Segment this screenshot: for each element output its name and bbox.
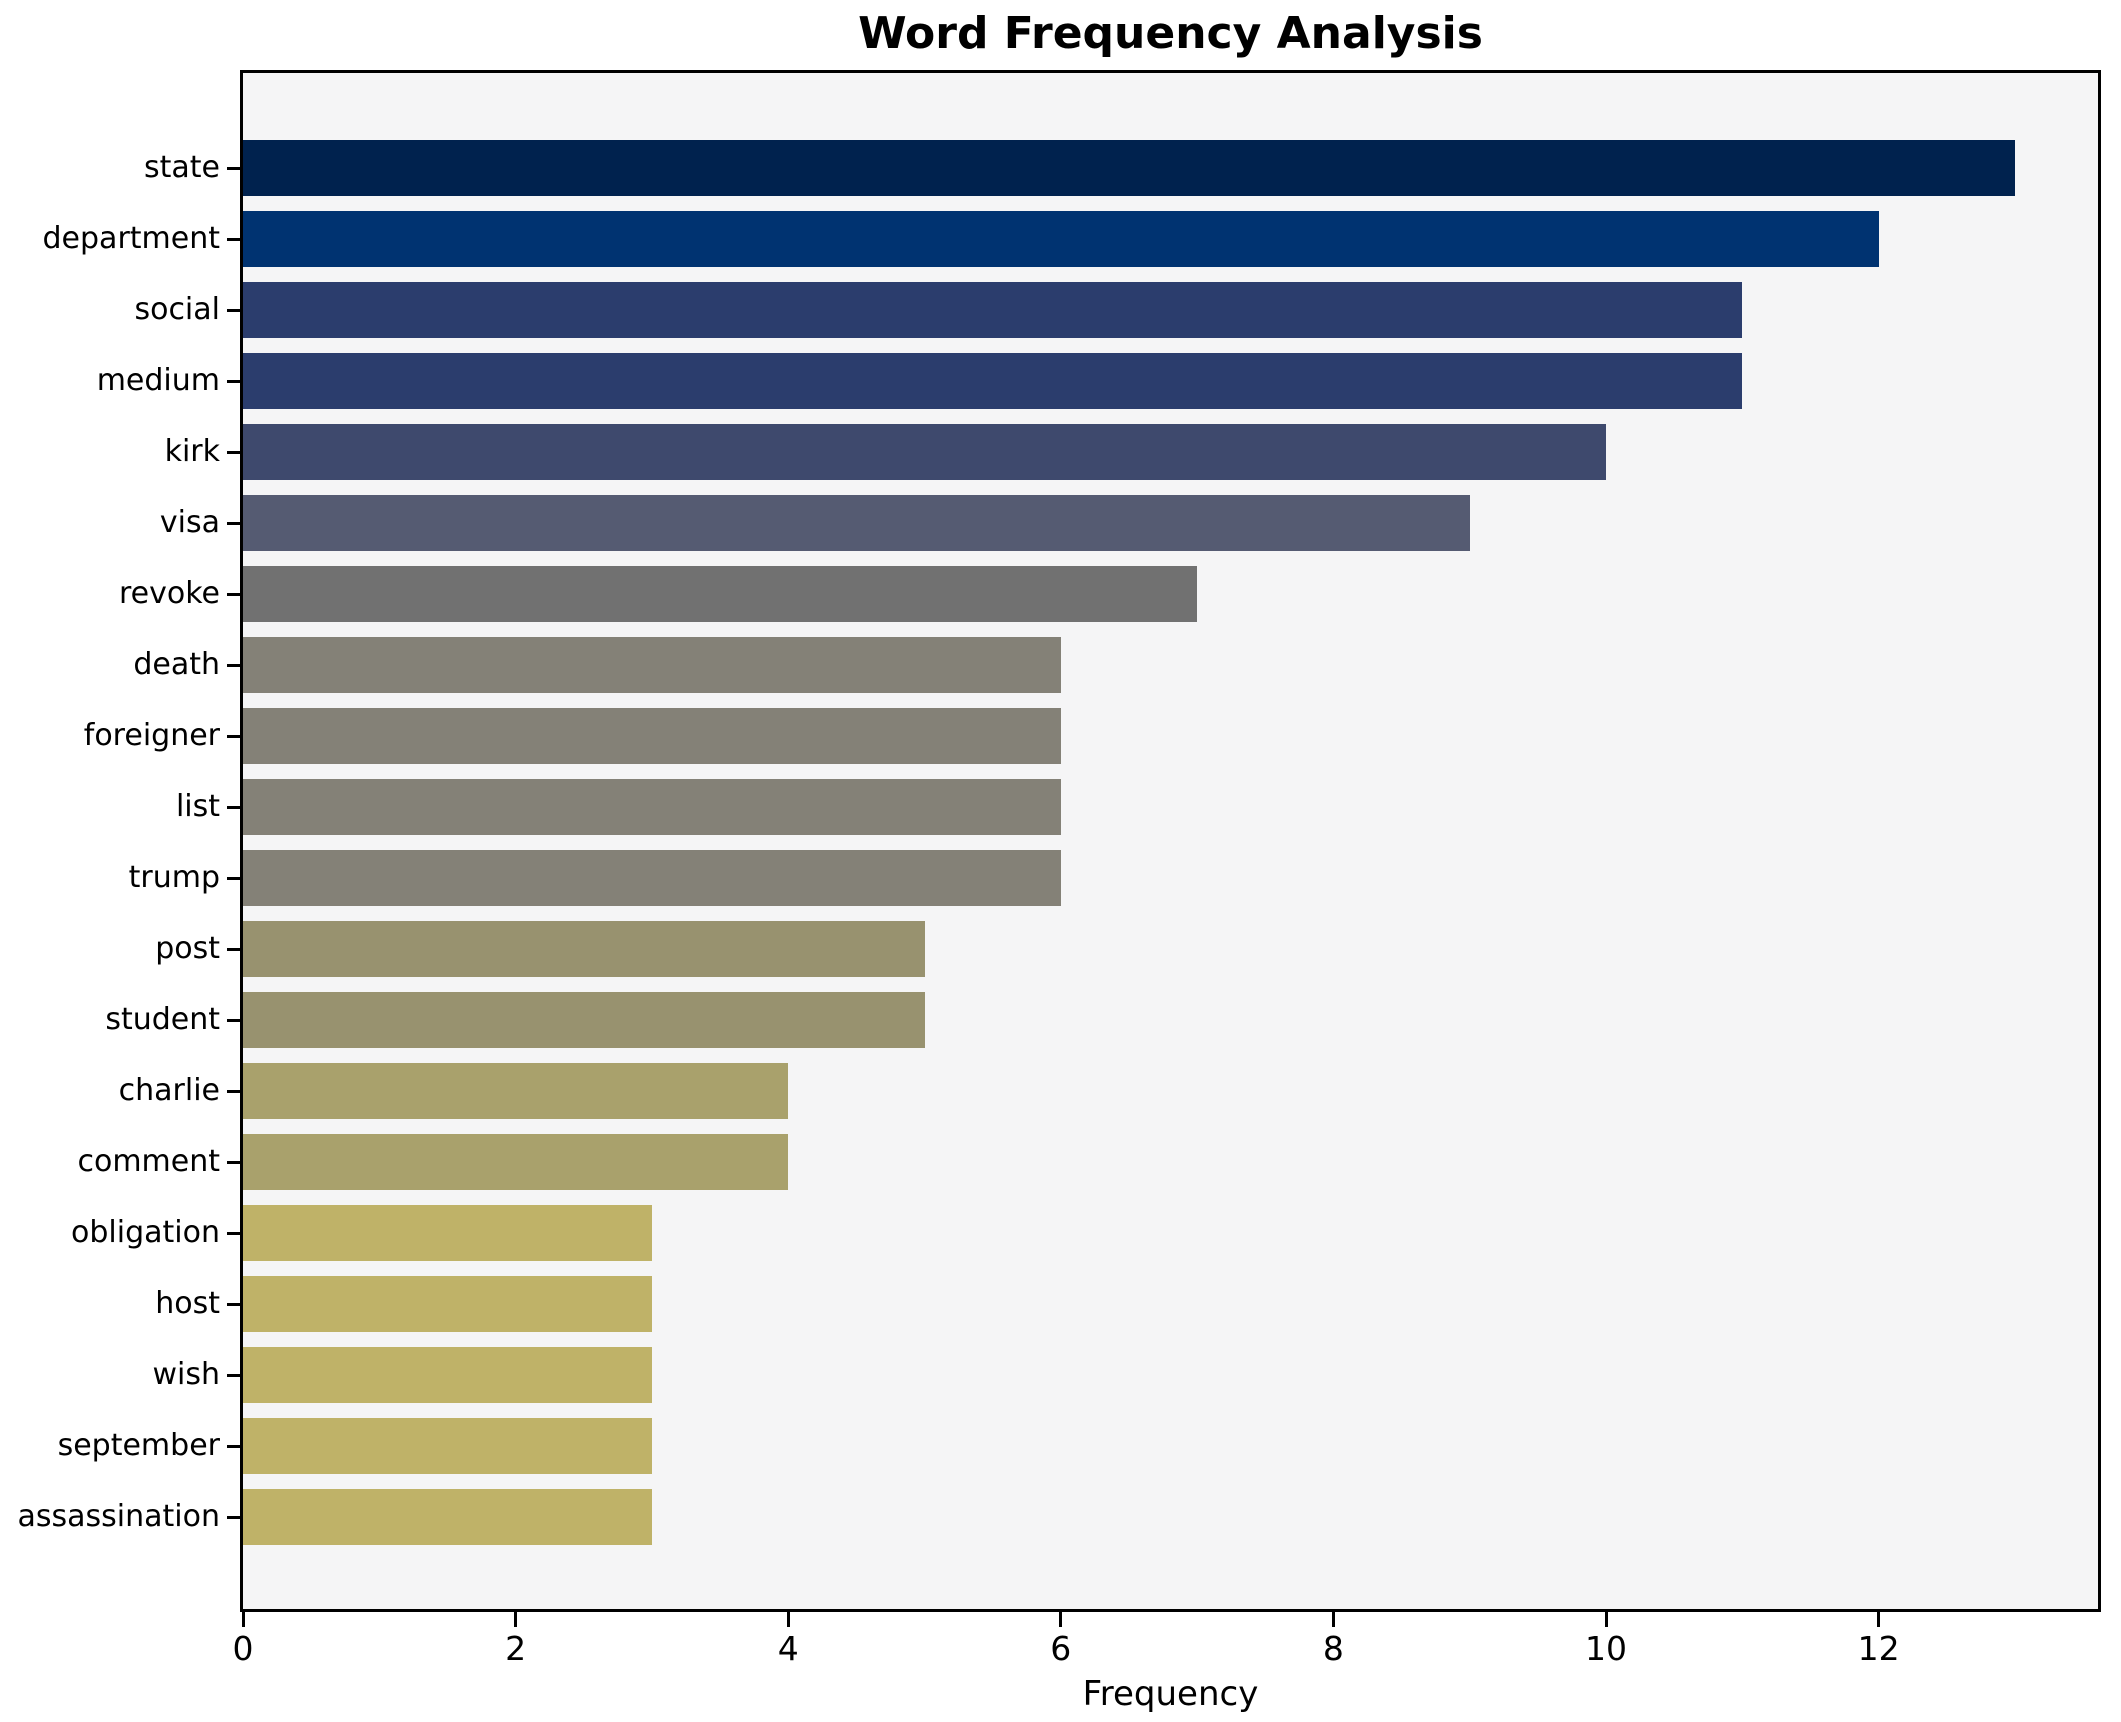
y-tick-label: host <box>155 1286 220 1321</box>
y-tick-label: foreigner <box>83 718 220 753</box>
y-tick-label: post <box>155 931 220 966</box>
bar-student <box>243 992 925 1048</box>
bar-revoke <box>243 566 1197 622</box>
y-tick-mark <box>227 805 241 809</box>
y-tick-mark <box>227 521 241 525</box>
y-tick-label: death <box>133 647 220 682</box>
y-tick-label: visa <box>159 505 220 540</box>
x-tick-mark <box>241 1612 245 1627</box>
x-tick-label: 0 <box>232 1629 254 1668</box>
y-tick-label: department <box>42 221 220 256</box>
bar-wish <box>243 1347 652 1403</box>
x-tick-label: 2 <box>505 1629 527 1668</box>
bar-september <box>243 1418 652 1474</box>
y-tick-mark <box>227 1444 241 1448</box>
y-tick-mark <box>227 1160 241 1164</box>
x-tick-mark <box>514 1612 518 1627</box>
y-tick-mark <box>227 1515 241 1519</box>
x-tick-mark <box>1059 1612 1063 1627</box>
bar-trump <box>243 850 1061 906</box>
bar-kirk <box>243 424 1606 480</box>
bars-layer <box>243 73 2098 1609</box>
x-tick-label: 4 <box>777 1629 799 1668</box>
bar-obligation <box>243 1205 652 1261</box>
x-tick-label: 12 <box>1857 1629 1900 1668</box>
y-tick-label: wish <box>152 1357 220 1392</box>
y-tick-mark <box>227 1018 241 1022</box>
y-tick-label: social <box>134 292 220 327</box>
y-tick-mark <box>227 663 241 667</box>
y-tick-label: september <box>57 1428 220 1463</box>
bar-list <box>243 779 1061 835</box>
y-tick-mark <box>227 237 241 241</box>
y-tick-label: charlie <box>118 1073 220 1108</box>
plot-area <box>240 70 2101 1612</box>
y-tick-mark <box>227 1373 241 1377</box>
y-tick-mark <box>227 450 241 454</box>
y-tick-label: obligation <box>71 1215 220 1250</box>
y-tick-mark <box>227 1302 241 1306</box>
x-tick-label: 8 <box>1322 1629 1344 1668</box>
y-tick-mark <box>227 734 241 738</box>
y-tick-mark <box>227 592 241 596</box>
y-tick-label: list <box>175 789 220 824</box>
y-tick-label: kirk <box>164 434 220 469</box>
bar-social <box>243 282 1742 338</box>
y-tick-label: student <box>105 1002 220 1037</box>
bar-visa <box>243 495 1470 551</box>
y-tick-label: assassination <box>17 1499 221 1534</box>
y-tick-mark <box>227 876 241 880</box>
chart-title: Word Frequency Analysis <box>858 8 1483 59</box>
bar-medium <box>243 353 1742 409</box>
bar-death <box>243 637 1061 693</box>
y-tick-mark <box>227 1231 241 1235</box>
y-tick-label: revoke <box>118 576 220 611</box>
bar-charlie <box>243 1063 788 1119</box>
y-tick-label: comment <box>77 1144 220 1179</box>
x-tick-label: 10 <box>1585 1629 1627 1668</box>
bar-comment <box>243 1134 788 1190</box>
x-tick-label: 6 <box>1050 1629 1072 1668</box>
y-tick-mark <box>227 308 241 312</box>
y-tick-mark <box>227 379 241 383</box>
bar-host <box>243 1276 652 1332</box>
x-tick-mark <box>1331 1612 1335 1627</box>
y-tick-label: state <box>144 150 220 185</box>
bar-post <box>243 921 925 977</box>
x-axis-label: Frequency <box>1082 1674 1259 1714</box>
bar-department <box>243 211 1879 267</box>
x-tick-mark <box>786 1612 790 1627</box>
x-tick-mark <box>1604 1612 1608 1627</box>
bar-state <box>243 140 2015 196</box>
x-tick-mark <box>1877 1612 1881 1627</box>
y-tick-mark <box>227 166 241 170</box>
bar-foreigner <box>243 708 1061 764</box>
y-tick-mark <box>227 947 241 951</box>
y-tick-label: medium <box>96 363 220 398</box>
y-tick-label: trump <box>128 860 220 895</box>
y-tick-mark <box>227 1089 241 1093</box>
bar-assassination <box>243 1489 652 1545</box>
